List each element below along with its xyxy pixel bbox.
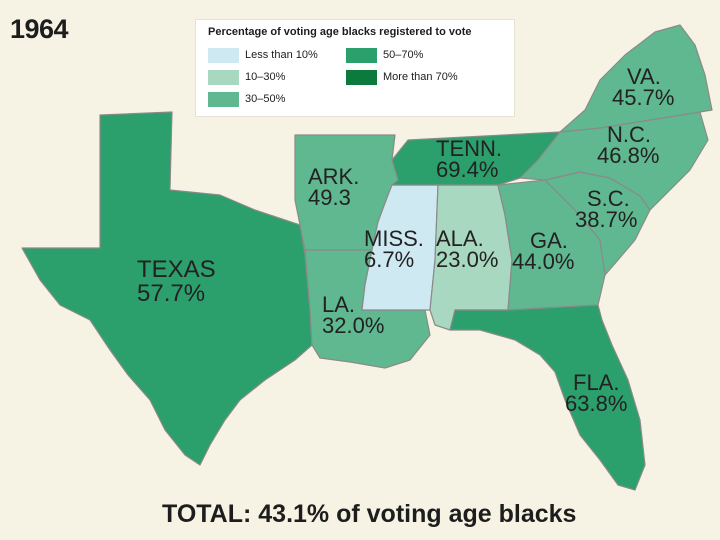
label-alabama: ALA. 23.0%: [436, 226, 499, 272]
legend-swatch: [346, 47, 377, 63]
legend-label: 30–50%: [245, 93, 286, 105]
state-name: FLA.: [573, 370, 620, 395]
label-north-carolina: N.C. 46.8%: [597, 122, 660, 168]
state-virginia: [559, 24, 713, 133]
legend-label: 10–30%: [245, 71, 286, 83]
state-value: 63.8%: [565, 391, 628, 416]
state-value: 45.7%: [612, 85, 675, 110]
state-value: 38.7%: [575, 207, 638, 232]
label-mississippi: MISS. 6.7%: [364, 226, 424, 272]
state-value: 69.4%: [436, 157, 499, 182]
legend-swatch: [208, 47, 239, 63]
legend-swatch: [208, 91, 239, 107]
state-name: VA.: [627, 64, 661, 89]
label-arkansas: ARK. 49.3: [308, 164, 360, 210]
state-tennessee: [391, 131, 561, 186]
label-texas: TEXAS 57.7%: [137, 258, 216, 306]
state-name: TEXAS: [137, 256, 216, 283]
total-caption: TOTAL: 43.1% of voting age blacks: [162, 500, 577, 528]
state-florida: [449, 304, 646, 491]
state-name: TENN.: [436, 136, 502, 161]
state-name: N.C.: [607, 122, 651, 147]
legend-title: Percentage of voting age blacks register…: [208, 26, 472, 38]
label-south-carolina: S.C. 38.7%: [575, 186, 638, 232]
state-value: 6.7%: [364, 247, 415, 272]
state-value: 23.0%: [436, 247, 499, 272]
state-value: 44.0%: [512, 249, 575, 274]
state-value: 32.0%: [322, 313, 385, 338]
state-texas: [21, 111, 313, 466]
label-louisiana: LA. 32.0%: [322, 292, 385, 338]
state-name: ALA.: [436, 226, 484, 251]
label-florida: FLA. 63.8%: [565, 370, 628, 416]
state-value: 46.8%: [597, 143, 660, 168]
state-name: S.C.: [587, 186, 630, 211]
year-title: 1964: [10, 14, 69, 44]
state-value: 57.7%: [137, 280, 206, 307]
legend-item: More than 70%: [346, 69, 458, 85]
state-name: LA.: [322, 292, 356, 317]
state-name: MISS.: [364, 226, 424, 251]
legend-swatch: [346, 69, 377, 85]
label-virginia: VA. 45.7%: [612, 64, 675, 110]
label-georgia: GA. 44.0%: [512, 228, 575, 274]
legend-label: Less than 10%: [245, 49, 318, 61]
legend-item: 30–50%: [208, 91, 285, 107]
legend-label: 50–70%: [383, 49, 424, 61]
legend-item: Less than 10%: [208, 47, 318, 63]
state-value: 49.3: [308, 185, 351, 210]
legend: Percentage of voting age blacks register…: [196, 20, 514, 116]
legend-label: More than 70%: [383, 71, 458, 83]
label-tennessee: TENN. 69.4%: [436, 136, 502, 182]
state-name: GA.: [530, 228, 568, 253]
state-name: ARK.: [308, 164, 360, 189]
legend-item: 50–70%: [346, 47, 423, 63]
legend-item: 10–30%: [208, 69, 285, 85]
legend-swatch: [208, 69, 239, 85]
